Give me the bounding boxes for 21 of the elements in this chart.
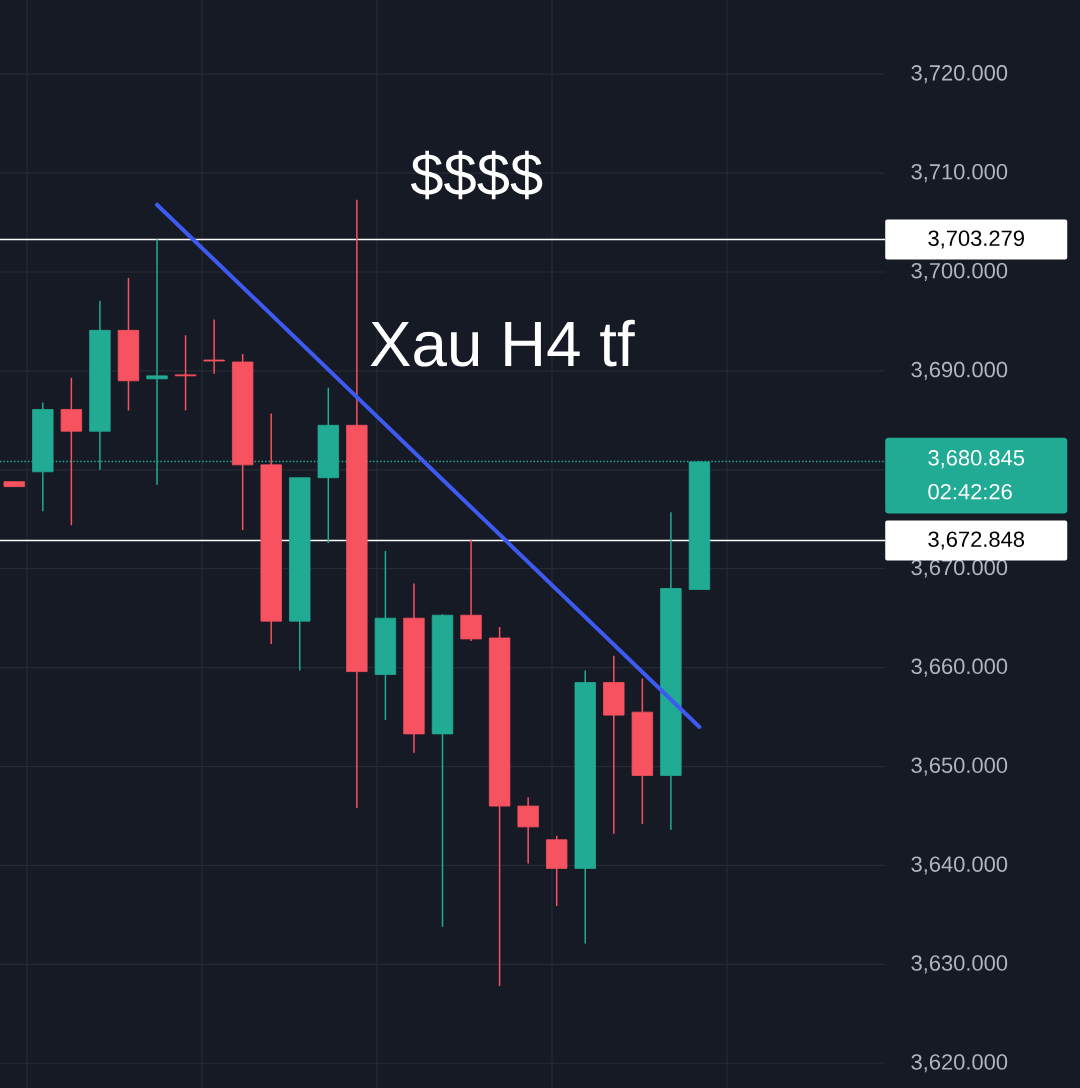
- y-tick-label: 3,660.000: [911, 658, 1008, 677]
- candlestick: [203, 318, 225, 375]
- y-tick-label: 3,650.000: [911, 757, 1008, 776]
- y-tick-label: 3,670.000: [911, 559, 1008, 578]
- candlestick: [517, 796, 539, 865]
- ref-line-label: 3,703.279: [928, 230, 1024, 249]
- y-tick-label: 3,690.000: [911, 361, 1008, 380]
- ref-line-label: 3,672.848: [928, 531, 1025, 550]
- candlestick: [460, 539, 482, 642]
- ref-line-label: 3,680.845: [928, 450, 1025, 469]
- y-tick-label: 3,720.000: [911, 65, 1008, 84]
- annotation: Xau H4 tf: [370, 319, 635, 367]
- y-tick-label: 3,640.000: [911, 856, 1008, 875]
- y-tick-label: 3,630.000: [911, 955, 1008, 974]
- annotation: $$$$: [410, 150, 543, 200]
- y-tick-label: 3,710.000: [911, 164, 1008, 183]
- y-tick-label: 3,620.000: [911, 1054, 1008, 1073]
- candlestick: [60, 377, 83, 526]
- candlestick: [174, 334, 197, 412]
- y-tick-label: 3,700.000: [911, 262, 1008, 282]
- text: 02:42:26: [928, 483, 1012, 500]
